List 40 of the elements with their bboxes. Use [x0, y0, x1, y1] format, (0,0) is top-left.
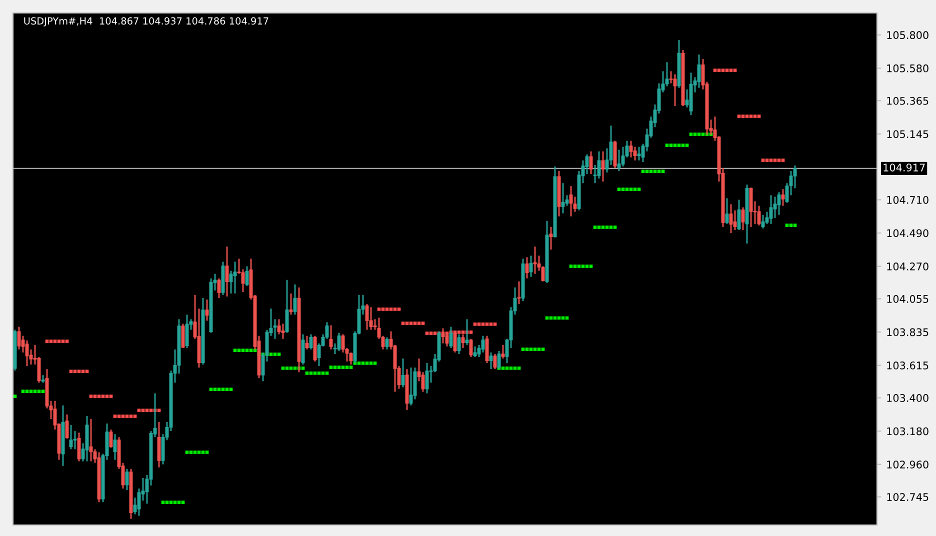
candlestick [373, 318, 377, 330]
candlestick [781, 188, 785, 206]
y-tick-label: 105.580 [887, 64, 928, 72]
candlestick [233, 261, 237, 294]
candlestick [369, 306, 373, 330]
candlestick [289, 292, 293, 316]
candlestick [281, 323, 285, 340]
candlestick [665, 61, 669, 88]
y-tick-label: 103.835 [887, 328, 928, 336]
y-tick-label: 104.055 [887, 295, 928, 303]
ref-line-label: 104.917 [884, 164, 925, 172]
y-tick-label: 102.960 [887, 460, 928, 468]
candlestick [593, 164, 597, 184]
y-tick-label: 105.800 [887, 31, 928, 40]
candlestick [757, 205, 761, 226]
candlestick [517, 280, 521, 305]
y-tick-label: 102.745 [887, 493, 928, 501]
candlestick [765, 211, 769, 225]
y-tick-label: 104.710 [887, 196, 928, 204]
candlestick [501, 344, 505, 360]
y-tick-label: 103.615 [887, 362, 928, 370]
y-tick-label: 105.145 [887, 130, 928, 138]
y-tick-label: 105.365 [887, 96, 928, 105]
candlestick [73, 430, 77, 450]
candlestick [617, 149, 621, 172]
chart-title: USDJPYm#,H4 104.867 104.937 104.786 104.917 [24, 17, 268, 26]
candlestick [573, 196, 577, 213]
candlestick [489, 352, 493, 370]
candlestick [793, 164, 797, 189]
candlestick [773, 196, 777, 219]
y-tick-label: 104.490 [887, 229, 928, 238]
y-tick-label: 103.180 [887, 427, 928, 436]
candlestick [637, 146, 641, 162]
candlestick [561, 182, 565, 214]
y-tick-label: 104.270 [887, 262, 928, 270]
candlestick [629, 140, 633, 158]
candlestick [669, 70, 673, 84]
y-tick-label: 103.400 [887, 394, 928, 402]
candlestick [549, 226, 553, 250]
candlestick [633, 146, 637, 162]
